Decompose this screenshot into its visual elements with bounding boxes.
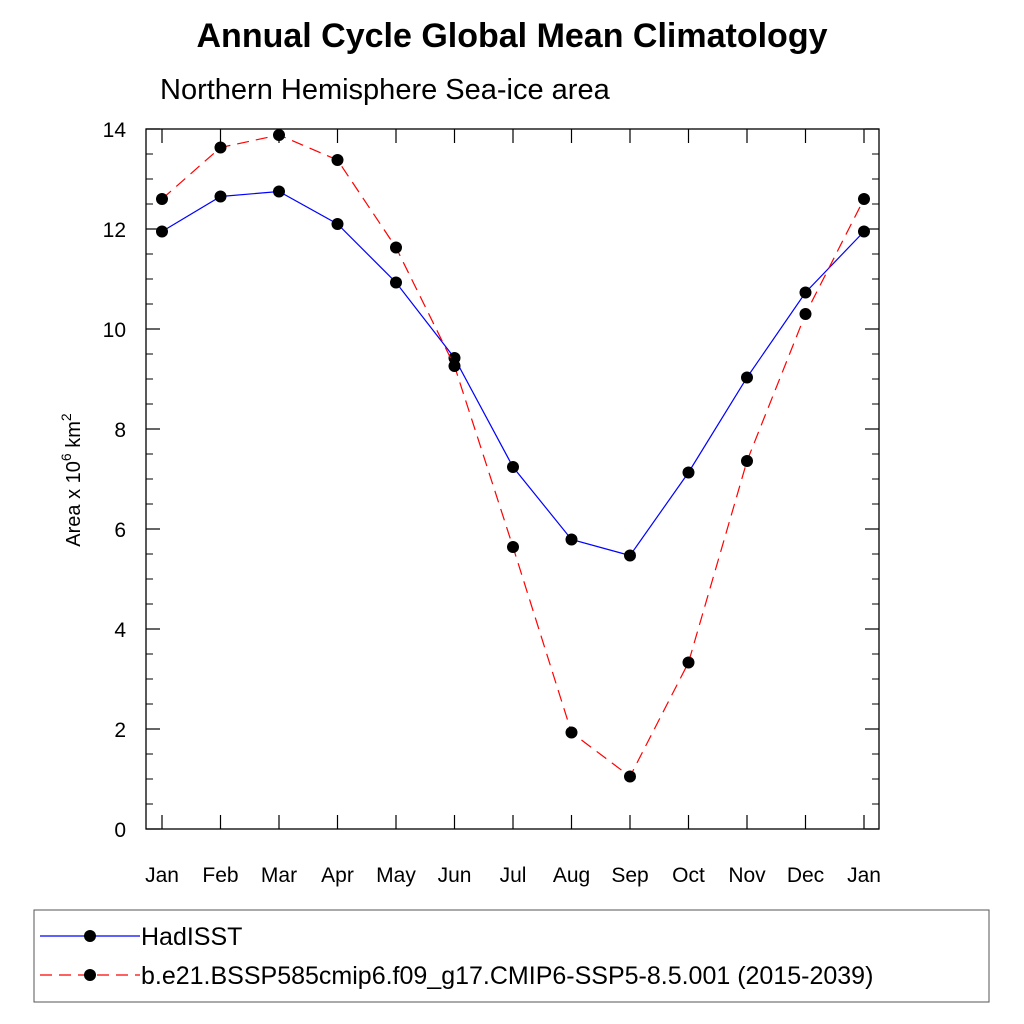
y-tick-label: 14 (103, 119, 127, 142)
y-tick-label: 2 (114, 719, 126, 742)
series-1-point (156, 225, 168, 238)
x-tick-label: Apr (321, 864, 354, 887)
y-tick-label: 6 (114, 519, 126, 542)
series-2-point (565, 726, 578, 739)
series-2-point (799, 308, 812, 320)
x-tick-label: Feb (202, 864, 238, 887)
series-1-point (624, 549, 636, 562)
data-series (156, 129, 870, 783)
y-tick-label: 12 (103, 219, 126, 242)
legend-marker-2 (84, 969, 96, 981)
x-tick-label: Aug (553, 864, 590, 887)
x-tick-labels: Jan Feb Mar Apr May Jun Jul Aug Sep Oct Nov Dec Jan (145, 864, 881, 887)
legend-label-1: HadISST (141, 923, 242, 951)
series-2-point (448, 360, 461, 372)
chart-title: Annual Cycle Global Mean Climatology (197, 17, 828, 55)
x-tick-label: Jan (847, 864, 881, 887)
y-axis-label: Area x 106 km2 (58, 413, 85, 547)
series-1-point (799, 286, 812, 299)
axis-ticks (146, 128, 879, 830)
legend-marker-1 (84, 930, 96, 942)
y-tick-label: 0 (114, 819, 126, 842)
series-2-point (682, 656, 695, 669)
series-2-point (741, 455, 753, 467)
series-2-point (507, 541, 519, 553)
y-axis-label-prefix: Area x 10 (63, 461, 85, 547)
series-2-point (390, 241, 402, 254)
series-2-point (156, 193, 168, 205)
series-1-point (214, 190, 227, 203)
y-tick-label: 4 (114, 619, 126, 642)
series-2-point (858, 193, 870, 205)
series-line-1 (161, 190, 865, 557)
y-tick-label: 10 (103, 319, 126, 342)
y-tick-label: 8 (114, 419, 126, 442)
legend: HadISST b.e21.BSSP585cmip6.f09_g17.CMIP6-… (40, 923, 873, 990)
y-axis-label-unit-exponent: 2 (58, 413, 74, 421)
x-tick-label: Oct (672, 864, 705, 887)
y-tick-labels: 0 2 4 6 8 10 12 14 (103, 119, 127, 842)
series-1-point (273, 185, 285, 198)
series-1-point (331, 218, 344, 230)
x-tick-label: May (376, 864, 416, 887)
y-axis-label-exponent: 6 (58, 453, 74, 461)
x-tick-label: Nov (728, 864, 766, 887)
plot-frame (145, 128, 880, 830)
legend-label-2: b.e21.BSSP585cmip6.f09_g17.CMIP6-SSP5-8.… (141, 962, 873, 990)
x-tick-label: Jan (145, 864, 179, 887)
x-tick-label: Sep (611, 864, 648, 887)
series-2-point (624, 770, 636, 783)
x-tick-label: Dec (787, 864, 824, 887)
series-1-point (565, 533, 578, 546)
x-tick-label: Jul (500, 864, 527, 887)
series-2-point (331, 154, 344, 166)
series-1-point (507, 461, 519, 473)
x-tick-label: Jun (438, 864, 472, 887)
series-2-point (214, 141, 227, 154)
series-1-point (858, 225, 870, 238)
series-1-point (741, 371, 753, 384)
svg-text:Area x 106 km2: Area x 106 km2 (58, 413, 85, 547)
legend-box (33, 909, 990, 1003)
y-axis-label-unit: km (63, 421, 85, 453)
series-1-point (682, 466, 695, 479)
series-2-point (273, 129, 285, 141)
series-line-2 (161, 134, 865, 778)
chart-subtitle: Northern Hemisphere Sea-ice area (160, 74, 611, 106)
x-tick-label: Mar (261, 864, 297, 887)
series-1-point (390, 276, 402, 289)
